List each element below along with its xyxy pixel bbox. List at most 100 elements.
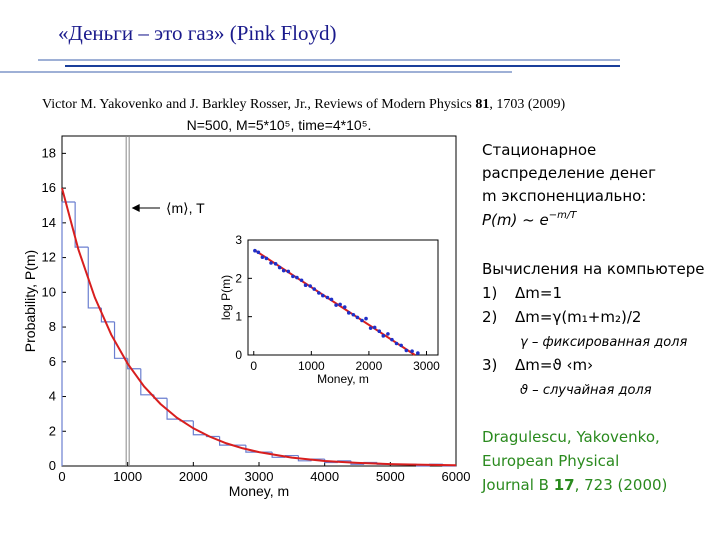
- point: [312, 287, 317, 291]
- histogram-bin: [297, 455, 312, 462]
- point: [351, 312, 356, 317]
- reference-volume: 81: [475, 97, 489, 112]
- point: [342, 305, 347, 309]
- reference: Victor M. Yakovenko and J. Barkley Rosse…: [42, 97, 566, 112]
- point: [377, 329, 382, 334]
- point: [325, 295, 330, 300]
- point: [299, 278, 304, 283]
- x-tick-label: 2000: [356, 359, 383, 373]
- histogram-bin: [74, 202, 89, 248]
- y-tick-label: 14: [42, 215, 56, 230]
- y-tick-label: 0: [49, 458, 56, 473]
- point: [334, 303, 338, 307]
- y-tick-label: 10: [42, 284, 56, 299]
- y-tick-label: 0: [235, 348, 242, 362]
- item-text: Δm=1: [515, 284, 562, 302]
- point: [264, 256, 269, 261]
- formula-exp: −m/T: [549, 210, 577, 221]
- point: [355, 315, 360, 320]
- computing-heading: Вычисления на компьютере: [482, 260, 704, 278]
- reference-text: Victor M. Yakovenko and J. Barkley Rosse…: [42, 97, 475, 112]
- x-tick-label: 3000: [245, 469, 274, 484]
- x-tick-label: 0: [250, 359, 257, 373]
- citation: European Physical: [482, 452, 619, 470]
- y-tick-label: 8: [49, 319, 56, 334]
- point: [381, 334, 386, 338]
- point: [410, 349, 414, 353]
- point: [364, 316, 368, 321]
- side-heading: m экспоненциально:: [482, 187, 646, 205]
- y-tick-label: 16: [42, 180, 56, 195]
- histogram-bin: [113, 321, 128, 359]
- formula: P(m) ~ e−m/T: [482, 210, 577, 229]
- x-tick-label: 5000: [376, 469, 405, 484]
- point: [291, 274, 295, 279]
- item-num: 3): [482, 356, 497, 374]
- x-axis-label: Money, m: [317, 372, 369, 386]
- point: [386, 332, 390, 336]
- point: [256, 250, 261, 255]
- x-tick-label: 1000: [298, 359, 325, 373]
- point: [372, 325, 377, 330]
- citation-text: Journal B: [481, 476, 554, 494]
- slide-title: «Деньги – это газ» (Pink Floyd): [58, 21, 336, 45]
- point: [277, 265, 282, 270]
- x-tick-label: 3000: [413, 359, 440, 373]
- histogram-bin: [140, 368, 154, 396]
- histogram-bin: [166, 398, 181, 420]
- citation-volume: 17: [554, 476, 575, 494]
- point: [281, 268, 286, 273]
- y-tick-label: 2: [235, 271, 242, 285]
- item-num: 2): [482, 308, 497, 326]
- point: [390, 337, 394, 342]
- point: [416, 351, 420, 355]
- y-tick-label: 6: [49, 354, 56, 369]
- charts: 0 1000 2000 3000 4000 5000 6000024681012141618…: [22, 117, 470, 499]
- fit-curve: [61, 187, 457, 467]
- point: [317, 291, 321, 295]
- y-tick-label: 2: [49, 423, 56, 438]
- annotation-text: ⟨m⟩, T: [166, 200, 205, 216]
- y-tick-label: 3: [235, 233, 242, 247]
- x-tick-label: 1000: [113, 469, 142, 484]
- x-tick-label: 6000: [442, 469, 471, 484]
- reference-text: , 1703 (2009): [489, 97, 565, 112]
- x-tick-label: 0: [58, 469, 65, 484]
- point: [360, 318, 364, 323]
- point: [321, 293, 325, 298]
- point: [329, 297, 334, 302]
- y-tick-label: 18: [42, 145, 56, 160]
- histogram-bin: [61, 201, 76, 466]
- chart-title: N=500, M=5*10⁵, time=4*10⁵.: [187, 117, 372, 133]
- histogram-bin: [192, 420, 207, 436]
- y-axis-label: Probability, P(m): [22, 250, 38, 352]
- x-tick-label: 4000: [310, 469, 339, 484]
- point: [253, 248, 257, 253]
- point: [295, 275, 299, 280]
- point: [260, 255, 265, 260]
- histogram-bin: [219, 436, 233, 446]
- annotation-arrowhead: [131, 204, 140, 212]
- item-text: Δm=ϑ ‹m›: [515, 356, 593, 374]
- point: [346, 311, 351, 315]
- side-heading: распределение денег: [482, 164, 656, 182]
- formula-base: P(m) ~ e: [482, 211, 549, 229]
- citation: Dragulescu, Yakovenko,: [482, 428, 660, 446]
- point: [394, 341, 399, 346]
- point: [286, 269, 291, 274]
- point: [338, 302, 342, 307]
- histogram-bin: [87, 247, 102, 309]
- point: [269, 261, 273, 265]
- item-num: 1): [482, 284, 497, 302]
- side-text: Стационарное распределение денег m экспо…: [481, 141, 704, 494]
- point: [303, 283, 308, 288]
- item-note: γ – фиксированная доля: [520, 335, 687, 350]
- y-tick-label: 1: [235, 310, 242, 324]
- x-axis-label: Money, m: [229, 483, 289, 499]
- citation: Journal B 17, 723 (2000): [481, 476, 667, 494]
- point: [368, 326, 373, 330]
- citation-text: , 723 (2000): [575, 476, 668, 494]
- point: [308, 284, 312, 288]
- point: [273, 261, 278, 266]
